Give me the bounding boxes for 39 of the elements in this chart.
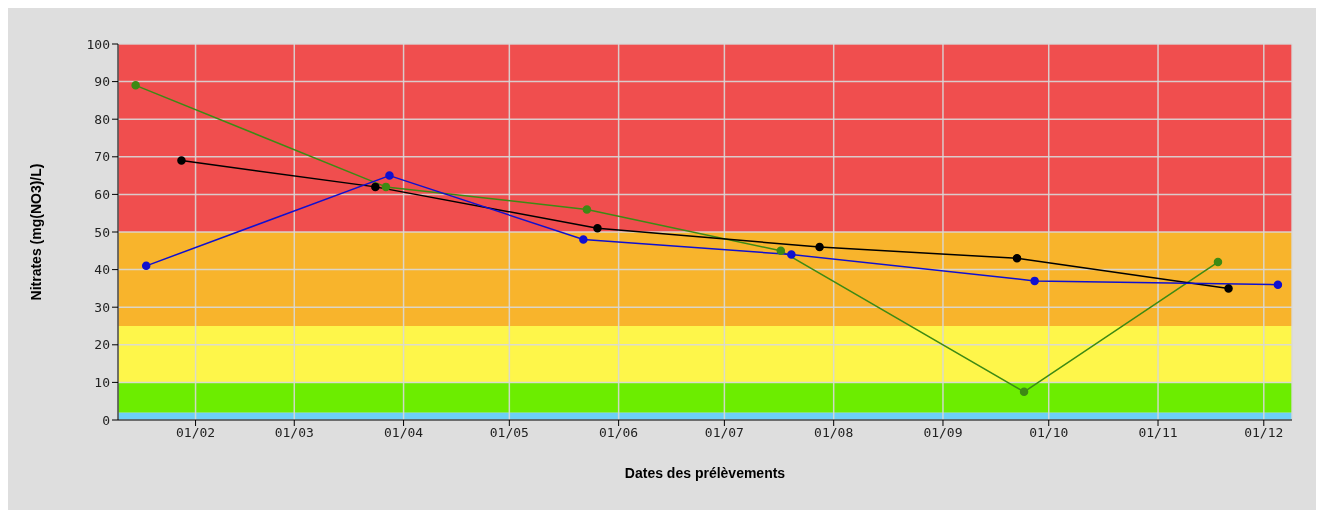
point bbox=[593, 223, 602, 233]
point bbox=[1012, 254, 1022, 263]
x-tick-label: 01/02 bbox=[175, 425, 216, 441]
point bbox=[579, 235, 588, 244]
y-axis-title: Nitrates (mg(NO3)/L) bbox=[27, 163, 44, 301]
point bbox=[1019, 387, 1029, 397]
y-tick-label: 40 bbox=[94, 262, 110, 278]
y-tick-label: 80 bbox=[94, 111, 110, 127]
x-tick-label: 01/03 bbox=[274, 425, 314, 441]
point bbox=[1213, 257, 1223, 267]
point bbox=[1030, 276, 1039, 286]
y-tick-label: 50 bbox=[94, 224, 110, 240]
y-tick-label: 10 bbox=[94, 375, 110, 391]
x-tick-label: 01/08 bbox=[814, 425, 854, 441]
x-tick-label: 01/11 bbox=[1138, 425, 1178, 441]
point bbox=[582, 205, 592, 214]
x-tick-label: 01/09 bbox=[923, 425, 963, 441]
y-tick-label: 30 bbox=[94, 299, 110, 315]
x-tick-label: 01/04 bbox=[384, 425, 424, 441]
x-tick-label: 01/06 bbox=[599, 425, 639, 441]
point bbox=[385, 171, 394, 180]
point bbox=[371, 182, 380, 192]
x-tick-label: 01/07 bbox=[704, 425, 744, 441]
y-tick-label: 90 bbox=[94, 74, 110, 90]
y-tick-label: 100 bbox=[86, 36, 110, 52]
point bbox=[1273, 280, 1283, 289]
x-tick-label: 01/12 bbox=[1244, 425, 1284, 441]
x-axis-title: Dates des prélèvements bbox=[624, 465, 786, 481]
y-tick-label: 0 bbox=[102, 412, 110, 428]
x-tick-label: 01/10 bbox=[1029, 425, 1069, 441]
point bbox=[776, 246, 786, 256]
y-tick-label: 20 bbox=[94, 337, 110, 353]
point bbox=[815, 242, 824, 252]
y-tick-label: 70 bbox=[94, 149, 110, 165]
y-tick-label: 60 bbox=[94, 187, 110, 203]
x-tick-label: 01/05 bbox=[489, 425, 529, 441]
point bbox=[1224, 284, 1233, 293]
point bbox=[787, 250, 796, 259]
point bbox=[381, 182, 391, 192]
